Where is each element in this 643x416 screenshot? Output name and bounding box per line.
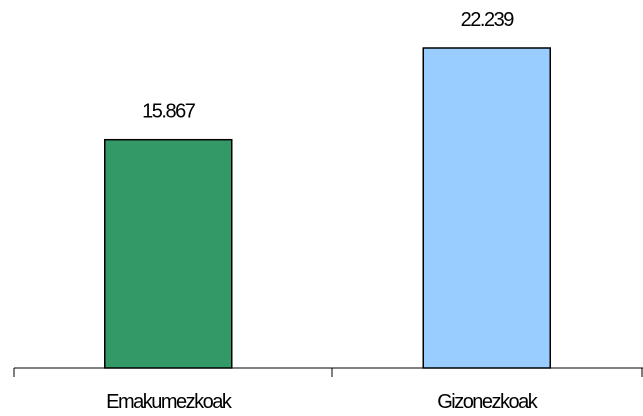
x-tick-label: Gizonezkoak — [437, 391, 539, 413]
data-label: 15.867 — [142, 101, 196, 123]
x-tick-label: Emakumezkoak — [106, 391, 233, 413]
data-label: 22.239 — [461, 9, 515, 31]
bar — [104, 138, 233, 369]
bar — [422, 47, 551, 369]
